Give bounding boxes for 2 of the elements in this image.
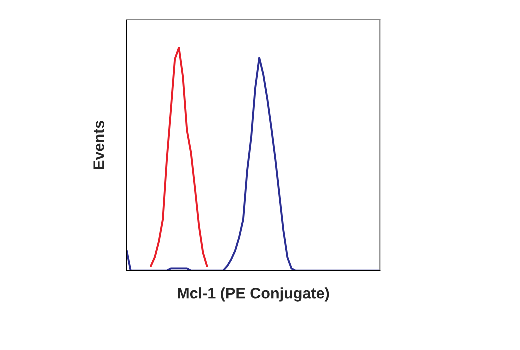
- y-axis-title: Events: [94, 121, 104, 170]
- x-axis-title: Mcl-1 (PE Conjugate): [178, 288, 330, 302]
